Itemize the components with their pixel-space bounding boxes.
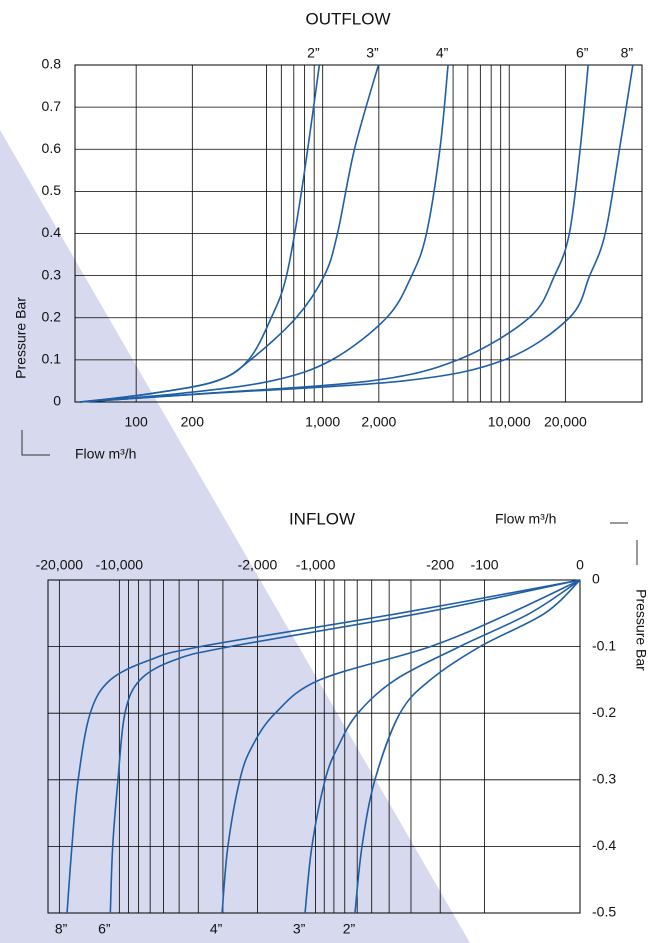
series-label: 2” [343, 921, 356, 937]
series-label: 3” [293, 921, 306, 937]
x-tick-label: -100 [471, 557, 499, 573]
x-tick-label: 10,000 [488, 414, 531, 430]
y-tick-label: 0.1 [42, 351, 62, 367]
axis-bracket [21, 430, 50, 456]
y-tick-label: 0.7 [42, 98, 62, 114]
series-label: 8” [55, 921, 68, 937]
chart-title: INFLOW [289, 509, 355, 528]
x-tick-label: 100 [124, 414, 148, 430]
x-tick-label: -2,000 [238, 557, 278, 573]
series-line [79, 64, 380, 403]
series-label: 2” [307, 45, 320, 61]
series-line [304, 579, 581, 914]
y-tick-label: 0.2 [42, 308, 62, 324]
y-tick-label: 0.3 [42, 266, 62, 282]
x-tick-label: 1,000 [305, 414, 340, 430]
y-tick-label: 0.8 [42, 56, 62, 72]
y-tick-label: 0.4 [42, 224, 62, 240]
y-tick-label: 0 [592, 571, 600, 587]
series-line [221, 579, 581, 914]
series-line [79, 64, 634, 403]
plot-frame [47, 579, 581, 914]
y-tick-label: -0.5 [592, 904, 616, 920]
series-line [109, 579, 581, 914]
chart-title: OUTFLOW [306, 9, 391, 28]
series-label: 8” [621, 45, 634, 61]
series-line [354, 579, 581, 914]
x-tick-label: 200 [181, 414, 205, 430]
x-tick-label: -20,000 [36, 557, 84, 573]
background-shape [0, 130, 470, 943]
y-tick-label: -0.1 [592, 637, 616, 653]
x-tick-label: -1,000 [296, 557, 336, 573]
x-axis-title: Flow m³/h [495, 511, 556, 527]
y-tick-label: -0.2 [592, 704, 616, 720]
series-label: 4” [210, 921, 223, 937]
y-tick-label: 0.6 [42, 140, 62, 156]
plot-frame [74, 64, 643, 403]
y-tick-label: 0 [53, 393, 61, 409]
series-line [79, 64, 449, 403]
y-tick-label: -0.3 [592, 771, 616, 787]
y-axis-title: Pressure Bar [13, 297, 29, 379]
y-axis-title: Pressure Bar [633, 589, 649, 671]
x-axis-title: Flow m³/h [75, 446, 136, 462]
series-label: 3” [366, 45, 379, 61]
series-line [66, 579, 581, 914]
series-label: 4” [436, 45, 449, 61]
x-tick-label: 2,000 [361, 414, 396, 430]
x-tick-label: -10,000 [96, 557, 144, 573]
y-tick-label: -0.4 [592, 837, 616, 853]
series-label: 6” [98, 921, 111, 937]
series-label: 6” [576, 45, 589, 61]
x-tick-label: 0 [576, 557, 584, 573]
y-tick-label: 0.5 [42, 182, 62, 198]
x-tick-label: -200 [426, 557, 454, 573]
x-tick-label: 20,000 [544, 414, 587, 430]
